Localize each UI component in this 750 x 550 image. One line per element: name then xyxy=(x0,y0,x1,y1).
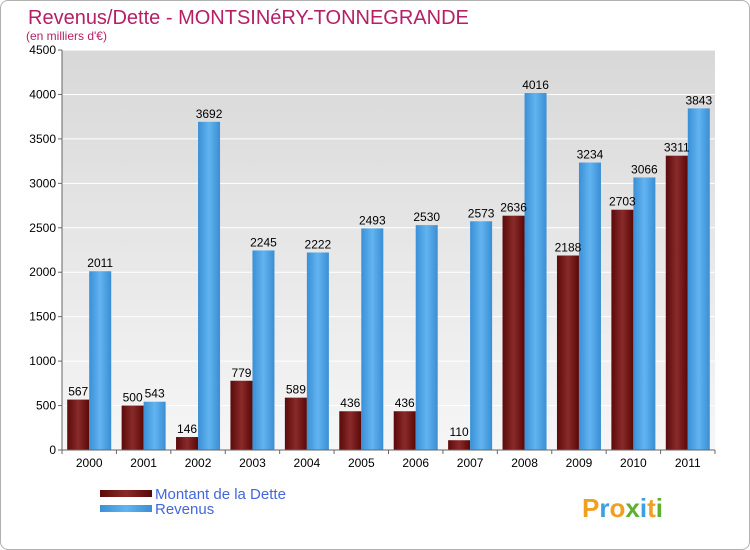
logo-letter: x xyxy=(625,493,640,523)
data-label-debt-2001: 500 xyxy=(123,391,143,405)
y-tick-label: 3500 xyxy=(29,132,56,146)
x-axis: 2000 2001 2002 2003 2004 2005 2006 2007 2008 2009… xyxy=(61,450,716,470)
y-tick-label: 2500 xyxy=(29,221,56,235)
y-tick-label: 2000 xyxy=(29,265,56,279)
x-tick-label: 2008 xyxy=(511,456,538,470)
legend-swatch-revenus xyxy=(100,505,152,512)
x-tick-label: 2003 xyxy=(239,456,266,470)
bar-revenus-2005 xyxy=(361,228,384,450)
bar-debt-2000 xyxy=(67,399,90,450)
bar-revenus-2009 xyxy=(578,162,601,451)
x-tick-label: 2011 xyxy=(675,456,701,470)
bar-debt-2004 xyxy=(284,397,307,450)
logo-letter: i xyxy=(640,493,647,523)
bar-revenus-2003 xyxy=(252,250,275,450)
legend-label-revenus: Revenus xyxy=(155,501,214,518)
bar-revenus-2001 xyxy=(143,401,166,450)
x-tick-label: 2005 xyxy=(348,456,375,470)
bar-debt-2009 xyxy=(556,255,579,450)
bar-revenus-2008 xyxy=(524,93,547,451)
bar-debt-2011 xyxy=(665,155,688,450)
bar-debt-2002 xyxy=(176,437,199,450)
data-labels: 567 2011 500 543 146 3692 779 2245 589 2222 436 249… xyxy=(68,78,712,439)
logo-letter: t xyxy=(647,493,656,523)
bar-debt-2008 xyxy=(502,215,525,450)
x-tick-label: 2007 xyxy=(457,456,484,470)
data-label-debt-2010: 2703 xyxy=(609,195,636,209)
data-label-revenus-2004: 2222 xyxy=(305,237,332,251)
y-tick-label: 500 xyxy=(36,399,56,413)
data-label-revenus-2000: 2011 xyxy=(87,256,113,270)
y-tick-label: 0 xyxy=(49,443,56,457)
x-tick-label: 2006 xyxy=(402,456,429,470)
grid-lines xyxy=(62,49,715,407)
bar-debt-2005 xyxy=(339,411,362,450)
data-label-debt-2005: 436 xyxy=(340,396,360,410)
data-label-debt-2009: 2188 xyxy=(555,241,582,255)
legend: Montant de la Dette Revenus xyxy=(100,486,286,518)
data-label-revenus-2003: 2245 xyxy=(250,235,277,249)
proxiti-logo: Proxiti xyxy=(582,493,663,523)
data-label-revenus-2009: 3234 xyxy=(577,148,604,162)
legend-swatch-debt xyxy=(100,490,152,497)
proxiti-logo-text: Proxiti xyxy=(582,493,663,523)
bar-debt-2007 xyxy=(448,440,471,450)
legend-label-debt: Montant de la Dette xyxy=(155,486,286,503)
data-label-debt-2002: 146 xyxy=(177,422,197,436)
data-label-revenus-2010: 3066 xyxy=(631,162,658,176)
logo-letter: o xyxy=(609,493,625,523)
bar-debt-2010 xyxy=(611,209,634,450)
data-label-revenus-2001: 543 xyxy=(145,387,165,401)
logo-letter: P xyxy=(582,493,599,523)
bar-revenus-2004 xyxy=(306,252,329,450)
y-tick-label: 3000 xyxy=(29,176,56,190)
chart-title: Revenus/Dette - MONTSINéRY-TONNEGRANDE xyxy=(28,7,469,29)
data-label-revenus-2005: 2493 xyxy=(359,213,386,227)
x-tick-label: 2009 xyxy=(566,456,593,470)
data-label-debt-2007: 110 xyxy=(450,425,469,439)
x-tick-label: 2000 xyxy=(76,456,103,470)
data-label-debt-2004: 589 xyxy=(286,383,306,397)
data-label-revenus-2006: 2530 xyxy=(413,210,440,224)
bars xyxy=(67,93,710,451)
bar-revenus-2000 xyxy=(89,271,112,450)
y-tick-label: 1500 xyxy=(29,310,56,324)
bar-revenus-2007 xyxy=(470,221,493,450)
bar-debt-2003 xyxy=(230,380,253,450)
logo-letter: r xyxy=(599,493,609,523)
data-label-revenus-2011: 3843 xyxy=(685,93,712,107)
bar-revenus-2002 xyxy=(198,121,221,451)
data-label-debt-2011: 3311 xyxy=(664,141,690,155)
chart-subtitle: (en milliers d'€) xyxy=(26,29,107,43)
y-tick-label: 4500 xyxy=(29,43,56,57)
bar-debt-2001 xyxy=(121,405,144,450)
y-axis: 0 500 1000 1500 2000 2500 3000 3500 4000 4500 xyxy=(29,43,62,457)
x-tick-label: 2004 xyxy=(294,456,321,470)
bar-revenus-2010 xyxy=(633,177,656,450)
data-label-revenus-2008: 4016 xyxy=(522,78,549,92)
data-label-revenus-2002: 3692 xyxy=(196,107,223,121)
logo-letter: i xyxy=(656,493,663,523)
bar-revenus-2011 xyxy=(687,108,710,451)
y-tick-label: 1000 xyxy=(29,354,56,368)
data-label-debt-2000: 567 xyxy=(68,385,88,399)
plot-area xyxy=(62,50,715,450)
x-tick-label: 2010 xyxy=(620,456,647,470)
data-label-debt-2008: 2636 xyxy=(500,201,527,215)
bar-revenus-2006 xyxy=(415,225,438,450)
bar-debt-2006 xyxy=(393,411,416,450)
data-label-revenus-2007: 2573 xyxy=(468,206,495,220)
x-tick-label: 2001 xyxy=(130,456,157,470)
x-tick-label: 2002 xyxy=(185,456,212,470)
data-label-debt-2003: 779 xyxy=(231,366,251,380)
data-label-debt-2006: 436 xyxy=(395,396,415,410)
y-tick-label: 4000 xyxy=(29,87,56,101)
